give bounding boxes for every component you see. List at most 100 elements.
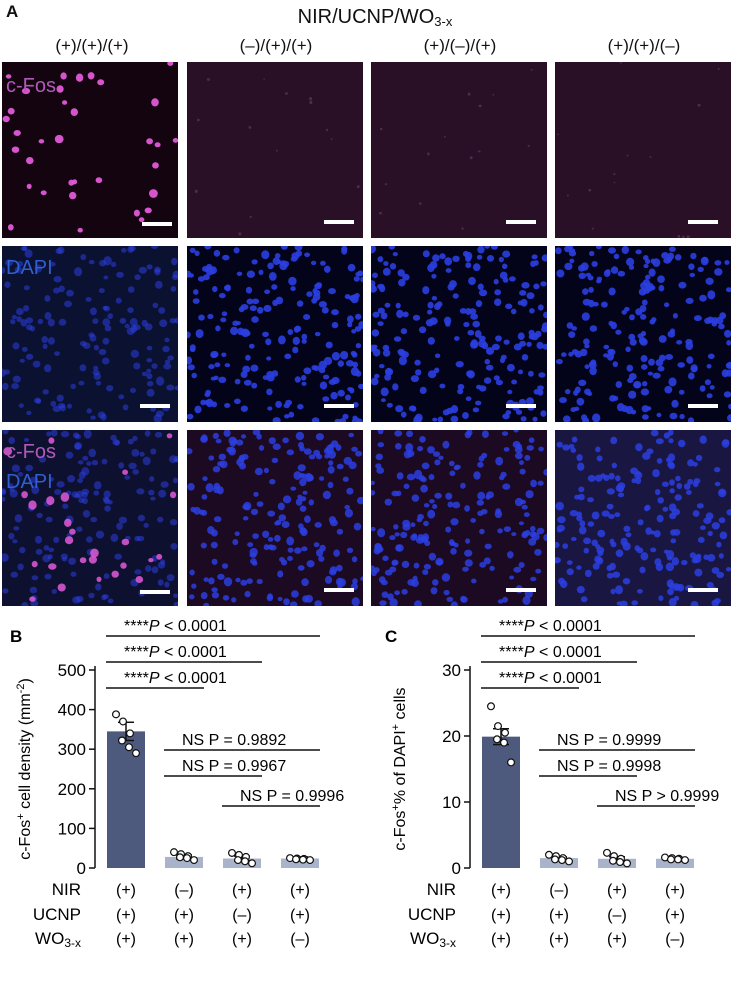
micrograph-image: [555, 62, 731, 238]
condition-value: (+): [232, 931, 252, 948]
bar: [482, 736, 520, 868]
comparison-label: NS P = 0.9996: [240, 788, 344, 805]
condition-value: (+): [549, 907, 569, 924]
data-point: [507, 758, 516, 767]
condition-value: (+): [491, 931, 511, 948]
scale-bar: [688, 404, 718, 408]
condition-row-header: NIR: [427, 880, 456, 899]
scale-bar: [324, 588, 354, 592]
micrograph-cfos-col2: [187, 62, 363, 238]
comparison-label: ****P < 0.0001: [124, 644, 227, 661]
micrograph-dapi-col3: [371, 246, 547, 422]
dapi-label: DAPI: [6, 257, 53, 279]
condition-value: (+): [607, 882, 627, 899]
micrograph-dapi-col1: DAPI: [2, 246, 178, 422]
chart-cfos-density: Bc-Fos+ cell density (mm-2) 0 100 200 300 400…: [10, 618, 344, 950]
y-tick-label: 400: [58, 701, 86, 720]
condition-value: (–): [174, 882, 194, 899]
condition-value: (+): [174, 907, 194, 924]
micrograph-image: [555, 246, 731, 422]
micrograph-image: [187, 430, 363, 606]
comparison-label: NS P = 0.9999: [557, 732, 661, 749]
y-axis-label: c-Fos+ cell density (mm-2): [15, 678, 34, 860]
micrograph-dapi-col2: [187, 246, 363, 422]
data-point: [306, 856, 315, 865]
data-point: [176, 853, 185, 862]
scale-bar: [142, 222, 172, 226]
micrograph-merge-col4: [555, 430, 731, 606]
comparison-label: ****P < 0.0001: [499, 644, 602, 661]
data-point: [499, 738, 508, 747]
micrograph-image: [555, 430, 731, 606]
micrograph-cfos-col1: c-Fos: [2, 62, 178, 238]
condition-value: (–): [665, 931, 685, 948]
condition-value: (+): [116, 907, 136, 924]
comparison-label: ****P < 0.0001: [499, 670, 602, 687]
comparison-label: NS P = 0.9892: [182, 732, 286, 749]
data-point: [248, 859, 257, 868]
micrograph-image: [2, 246, 178, 422]
condition-value: (+): [607, 931, 627, 948]
bar: [656, 858, 694, 868]
bar: [281, 858, 319, 868]
y-axis-label: c-Fos+% of DAPI+ cells: [390, 687, 409, 850]
condition-value: (+): [174, 931, 194, 948]
data-point: [111, 710, 120, 719]
data-point: [623, 859, 632, 868]
condition-value: (+): [549, 931, 569, 948]
panel-a-letter: A: [6, 2, 19, 21]
cfos-label: c-Fos: [6, 75, 56, 97]
scale-bar: [324, 220, 354, 224]
merge-cfos-label: c-Fos: [6, 441, 56, 463]
data-point: [681, 856, 690, 865]
comparison-label: NS P = 0.9967: [182, 758, 286, 775]
micrograph-merge-col3: [371, 430, 547, 606]
scale-bar: [506, 588, 536, 592]
data-point: [603, 848, 612, 857]
comparison-label: ****P < 0.0001: [124, 670, 227, 687]
data-point: [124, 743, 133, 752]
data-point: [492, 735, 501, 744]
condition-value: (–): [607, 907, 627, 924]
data-point: [183, 854, 192, 863]
data-point: [132, 749, 141, 758]
micrograph-cfos-col3: [371, 62, 547, 238]
scale-bar: [140, 404, 170, 408]
data-point: [299, 855, 308, 864]
micrograph-image: [187, 62, 363, 238]
micrograph-cfos-col4: [555, 62, 731, 238]
column-label-3: (+)/(–)/(+): [423, 36, 497, 55]
scale-bar: [140, 590, 170, 594]
data-point: [241, 857, 250, 866]
scale-bar: [506, 220, 536, 224]
bar: [540, 858, 578, 868]
data-point: [125, 729, 134, 738]
scale-bar: [506, 404, 536, 408]
micrograph-image: [187, 246, 363, 422]
condition-row-header: NIR: [52, 880, 81, 899]
data-point: [190, 856, 199, 865]
condition-row-header: UCNP: [33, 905, 81, 924]
data-point: [545, 850, 554, 859]
data-point: [234, 856, 243, 865]
condition-value: (+): [290, 882, 310, 899]
condition-value: (+): [232, 882, 252, 899]
column-label-2: (–)/(+)/(+): [239, 36, 313, 55]
condition-value: (+): [116, 931, 136, 948]
data-point: [674, 855, 683, 864]
comparison-label: ****P < 0.0001: [124, 618, 227, 635]
y-tick-label: 300: [58, 740, 86, 759]
comparison-label: NS P > 0.9999: [615, 788, 719, 805]
scale-bar: [324, 404, 354, 408]
micrograph-merge-col2: [187, 430, 363, 606]
condition-value: (+): [491, 882, 511, 899]
y-tick-label: 20: [442, 727, 461, 746]
condition-value: (+): [491, 907, 511, 924]
y-tick-label: 200: [58, 780, 86, 799]
chart-cfos-percent: Cc-Fos+% of DAPI+ cells 0 10 20 30 ****P < 0.…: [385, 618, 719, 950]
data-point: [609, 856, 618, 865]
bar: [165, 856, 203, 868]
comparison-label: NS P = 0.9998: [557, 758, 661, 775]
data-point: [616, 858, 625, 867]
micrograph-image: [371, 430, 547, 606]
